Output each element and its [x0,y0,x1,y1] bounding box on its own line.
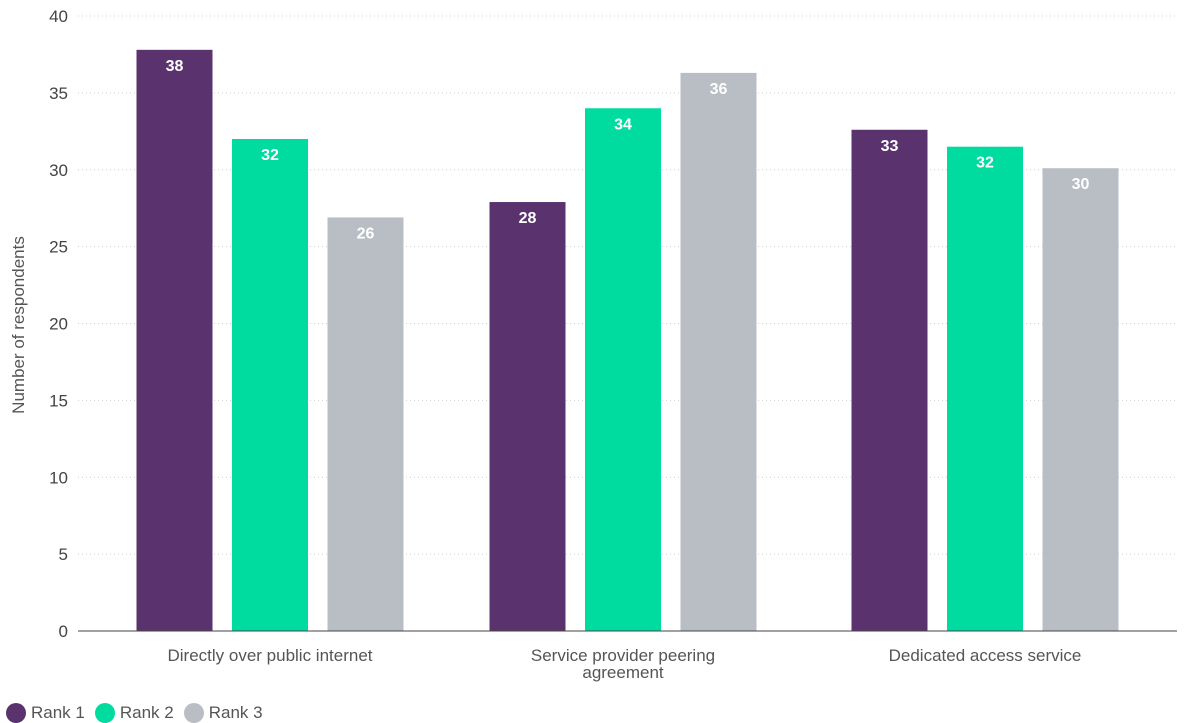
bar-rank-2 [947,146,1023,631]
y-tick-label: 20 [49,315,68,334]
bar-rank-1 [851,129,928,631]
legend: Rank 1 Rank 2 Rank 3 [6,703,263,723]
y-tick-label: 40 [49,7,68,26]
x-category-label: Directly over public internet [167,646,372,665]
legend-swatch-rank-2 [94,703,115,723]
bar-value-label: 32 [976,155,994,172]
x-category-label: Service provider peering agreement [531,646,715,682]
bar-value-label: 36 [710,81,728,98]
y-axis-ticks: 0 5 10 15 20 25 30 35 40 [49,7,68,641]
bar-rank-3 [680,72,757,631]
legend-label-rank-3: Rank 3 [208,703,263,722]
bars: 38 28 33 32 34 32 26 36 30 [136,49,1119,631]
legend-item-rank-3: Rank 3 [183,703,263,723]
x-category-label: Dedicated access service [889,646,1082,665]
y-tick-label: 30 [49,161,68,180]
y-axis-label: Number of respondents [9,236,28,414]
legend-item-rank-1: Rank 1 [6,703,85,723]
y-tick-label: 0 [59,622,68,641]
bar-value-label: 34 [614,116,632,133]
bar-rank-1 [489,202,566,631]
legend-label-rank-2: Rank 2 [119,703,174,722]
bar-rank-1 [136,49,213,631]
bar-value-label: 33 [881,138,899,155]
legend-label-rank-1: Rank 1 [31,703,85,722]
x-axis-categories: Directly over public internet Service pro… [167,646,1081,682]
bar-rank-3 [327,217,404,631]
y-tick-label: 15 [49,391,68,410]
y-tick-label: 10 [49,468,68,487]
bar-value-label: 30 [1072,176,1090,193]
bar-value-label: 26 [357,225,375,242]
bar-rank-2 [232,139,308,631]
bar-value-label: 38 [166,58,184,75]
y-tick-label: 5 [59,545,68,564]
y-tick-label: 35 [49,84,68,103]
legend-swatch-rank-1 [6,703,26,723]
bar-value-label: 28 [519,210,537,227]
y-tick-label: 25 [49,238,68,257]
bar-rank-2 [585,108,661,631]
bar-rank-3 [1042,168,1119,631]
legend-item-rank-2: Rank 2 [94,703,174,723]
legend-swatch-rank-3 [183,703,204,723]
bar-value-label: 32 [261,147,279,164]
